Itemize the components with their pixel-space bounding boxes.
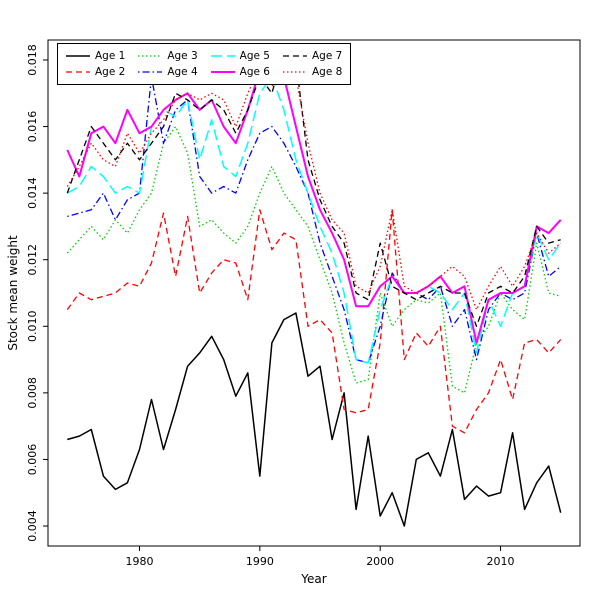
y-tick-label: 0.014 [26, 177, 39, 209]
y-tick-label: 0.008 [26, 377, 39, 409]
legend-item-age-7: Age 7 [282, 48, 343, 64]
legend-item-age-4: Age 4 [138, 64, 198, 80]
plot-border [47, 39, 581, 547]
y-axis-title: Stock mean weight [6, 235, 20, 351]
legend-line-sample-age-5 [210, 55, 235, 57]
legend-item-age-2: Age 2 [66, 64, 125, 80]
series-age-8 [66, 59, 562, 311]
series-age-2 [66, 209, 562, 434]
series-age-7 [66, 49, 561, 327]
legend-label-age-1: Age 1 [95, 50, 126, 62]
legend-label-age-4: Age 4 [167, 66, 198, 78]
y-tick-label: 0.012 [26, 244, 39, 276]
legend-line-sample-age-8 [282, 71, 307, 73]
legend-label-age-7: Age 7 [311, 50, 343, 62]
legend-item-age-8: Age 8 [282, 64, 343, 80]
series-age-1 [67, 312, 562, 527]
x-tick-label: 1990 [246, 555, 274, 568]
legend-item-age-5: Age 5 [210, 48, 270, 64]
legend-line-sample-age-3 [138, 55, 163, 57]
legend-label-age-6: Age 6 [239, 66, 270, 78]
legend-label-age-8: Age 8 [311, 66, 343, 78]
x-tick-label: 2000 [366, 555, 394, 568]
y-tick-label: 0.006 [26, 444, 39, 476]
y-tick-label: 0.016 [26, 111, 39, 143]
y-tick-label: 0.018 [26, 44, 39, 75]
legend-line-sample-age-6 [210, 71, 235, 73]
y-tick-label: 0.010 [26, 311, 39, 343]
legend: Age 1 Age 2 Age 3 Age 4 Age 5 Age 6 Age 7 Age 8 [57, 43, 352, 85]
x-tick-label: 1980 [125, 555, 153, 568]
legend-label-age-2: Age 2 [95, 66, 126, 78]
legend-item-age-6: Age 6 [210, 64, 270, 80]
y-tick-label: 0.004 [26, 510, 39, 542]
legend-line-sample-age-4 [138, 71, 163, 73]
legend-line-sample-age-7 [282, 55, 307, 57]
x-tick-label: 2010 [487, 555, 515, 568]
series-age-4 [67, 75, 562, 364]
legend-line-sample-age-2 [66, 71, 90, 73]
legend-line-sample-age-1 [66, 55, 90, 57]
series-age-6 [66, 69, 562, 344]
legend-label-age-3: Age 3 [167, 50, 198, 62]
x-axis-title: Year [301, 572, 327, 586]
legend-label-age-5: Age 5 [239, 50, 270, 62]
series-age-5 [66, 75, 562, 364]
legend-item-age-3: Age 3 [138, 48, 198, 64]
legend-item-age-1: Age 1 [66, 48, 125, 64]
